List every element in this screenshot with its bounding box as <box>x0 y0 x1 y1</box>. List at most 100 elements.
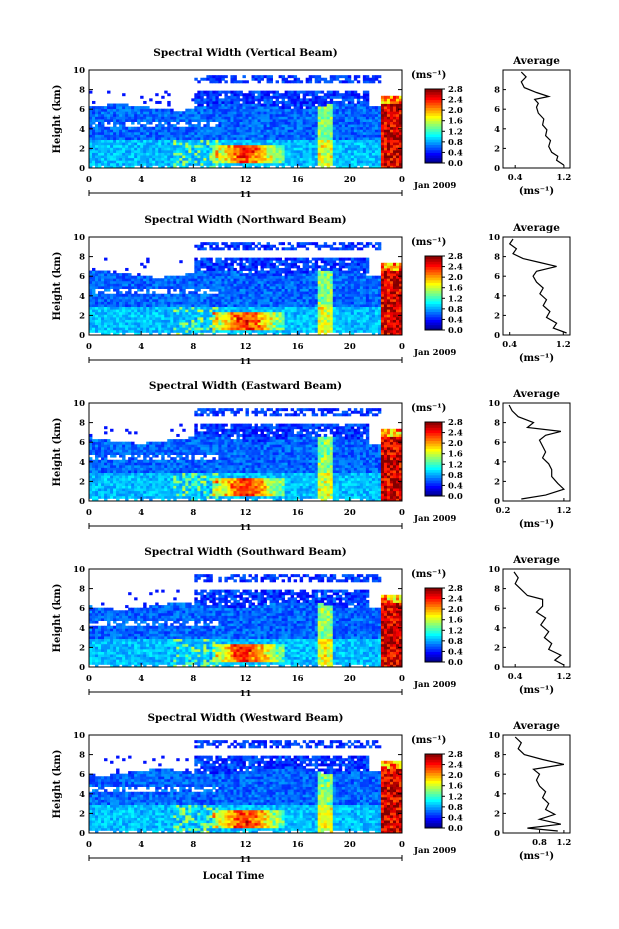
heatmap-cell <box>302 155 307 159</box>
heatmap-cell <box>335 134 340 138</box>
heatmap-cell <box>218 311 222 315</box>
colorbar-tick-label: 1.2 <box>448 127 463 137</box>
heatmap-cell <box>215 157 219 161</box>
heatmap-cell <box>92 126 96 130</box>
heatmap-cell <box>323 116 328 120</box>
heatmap-cell <box>314 280 319 284</box>
heatmap-cell <box>371 142 376 146</box>
heatmap-cell <box>221 142 225 146</box>
heatmap-cell <box>221 260 225 264</box>
heatmap-cell <box>131 304 135 308</box>
heatmap-cell <box>182 286 186 289</box>
heatmap-cell <box>197 119 201 122</box>
heatmap-cell <box>389 103 394 107</box>
heatmap-cell <box>287 142 292 146</box>
heatmap-cell <box>290 316 295 320</box>
heatmap-cell <box>191 124 195 128</box>
heatmap-cell <box>251 106 255 110</box>
heatmap-cell <box>392 129 397 133</box>
heatmap-cell <box>320 77 325 81</box>
heatmap-cell <box>179 283 183 287</box>
heatmap-cell <box>221 314 225 318</box>
heatmap-cell <box>206 98 210 102</box>
heatmap-cell <box>278 257 283 261</box>
heatmap-cell <box>329 121 334 125</box>
heatmap-cell <box>359 160 364 164</box>
heatmap-cell <box>311 304 316 308</box>
heatmap-cell <box>176 116 180 120</box>
heatmap-cell <box>266 311 270 315</box>
heatmap-cell <box>233 296 237 300</box>
heatmap-cell <box>290 296 295 300</box>
heatmap-cell <box>239 149 243 153</box>
heatmap-cell <box>341 155 346 159</box>
heatmap-cell <box>167 152 171 156</box>
heatmap-cell <box>128 280 132 284</box>
heatmap-cell <box>227 108 231 112</box>
heatmap-cell <box>140 126 144 130</box>
heatmap-cell <box>140 116 144 120</box>
heatmap-cell <box>113 160 117 164</box>
heatmap-cell <box>269 113 273 117</box>
heatmap-cell <box>353 157 358 161</box>
heatmap-cell <box>185 322 189 326</box>
heatmap-cell <box>173 286 177 289</box>
heatmap-cell <box>224 286 228 289</box>
heatmap-cell <box>185 298 189 302</box>
heatmap-cell <box>215 275 219 279</box>
heatmap-cell <box>185 108 189 112</box>
heatmap-cell <box>305 275 310 279</box>
heatmap-cell <box>251 278 255 282</box>
heatmap-cell <box>161 296 165 300</box>
heatmap-cell <box>125 311 129 315</box>
heatmap-cell <box>191 149 195 153</box>
heatmap-cell <box>266 149 270 153</box>
heatmap-cell <box>176 121 180 125</box>
heatmap-cell <box>326 152 331 156</box>
heatmap-cell <box>263 332 267 336</box>
heatmap-cell <box>362 139 367 143</box>
heatmap-cell <box>284 77 289 81</box>
heatmap-cell <box>245 296 249 300</box>
heatmap-cell <box>350 100 355 104</box>
heatmap-cell <box>326 139 331 143</box>
heatmap-cell <box>188 139 192 143</box>
heatmap-cell <box>173 147 177 151</box>
heatmap-cell <box>266 139 270 143</box>
heatmap-cell <box>95 131 99 135</box>
heatmap-cell <box>203 304 207 308</box>
heatmap-cell <box>152 119 156 122</box>
heatmap-cell <box>206 275 210 279</box>
heatmap-cell <box>365 147 370 151</box>
heatmap-cell <box>356 155 361 159</box>
heatmap-cell <box>185 129 189 133</box>
heatmap-cell <box>269 90 273 94</box>
heatmap-cell <box>344 95 349 99</box>
heatmap-cell <box>194 267 198 271</box>
heatmap-cell <box>272 262 276 266</box>
heatmap-cell <box>356 131 361 135</box>
heatmap-cell <box>350 116 355 120</box>
heatmap-cell <box>92 298 96 302</box>
heatmap-cell <box>236 273 240 277</box>
heatmap-cell <box>359 165 364 169</box>
heatmap-cell <box>272 131 276 135</box>
heatmap-cell <box>134 322 138 326</box>
heatmap-cell <box>392 121 397 125</box>
heatmap-cell <box>158 129 162 133</box>
heatmap-cell <box>185 304 189 308</box>
heatmap-cell <box>296 90 301 94</box>
heatmap-cell <box>233 113 237 117</box>
heatmap-cell <box>290 149 295 153</box>
heatmap-cell <box>182 324 186 328</box>
heatmap-cell <box>167 275 171 279</box>
heatmap-cell <box>89 131 93 135</box>
heatmap-cell <box>308 278 313 282</box>
heatmap-cell <box>365 113 370 117</box>
heatmap-cell <box>371 152 376 156</box>
heatmap-cell <box>188 129 192 133</box>
heatmap-cell <box>152 157 156 161</box>
heatmap-cell <box>128 311 132 315</box>
heatmap-cell <box>257 298 261 302</box>
heatmap-cell <box>347 113 352 117</box>
